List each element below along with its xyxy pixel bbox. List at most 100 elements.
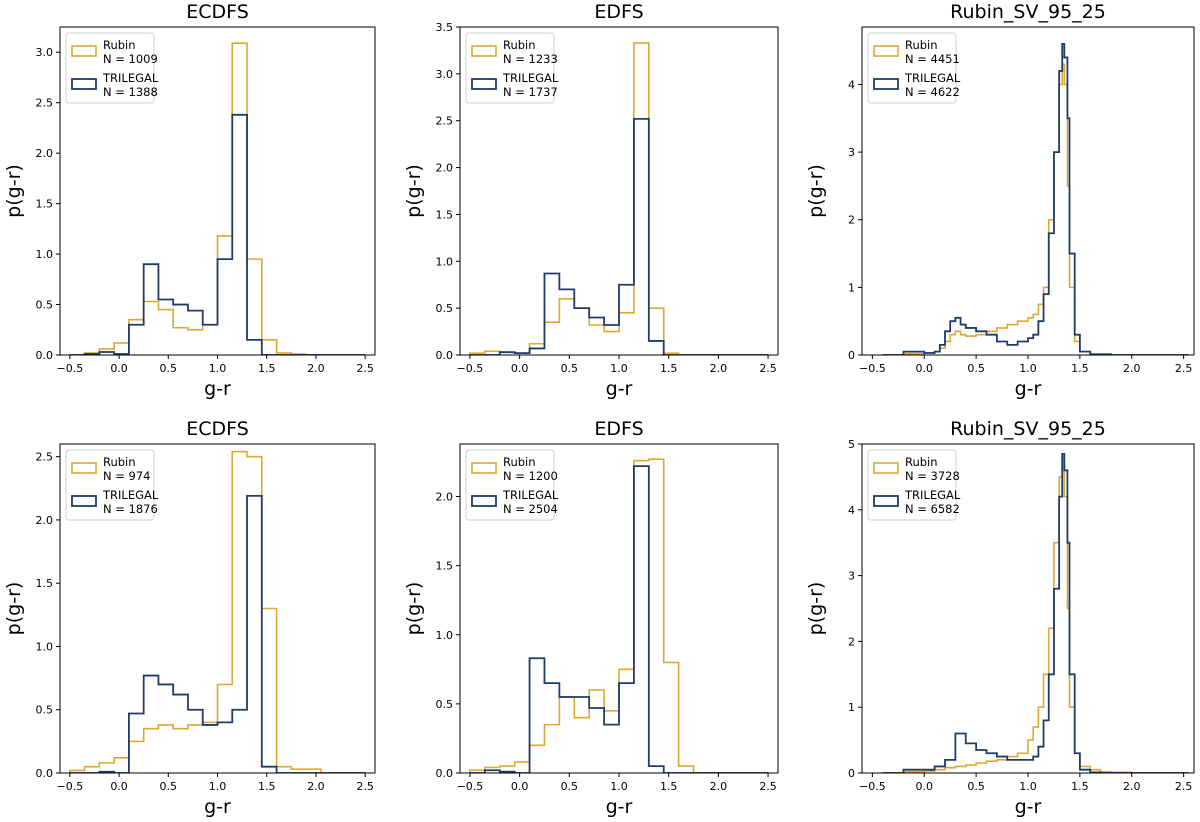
x-axis-label: g-r bbox=[204, 378, 231, 400]
x-tick-label: 2.0 bbox=[307, 780, 325, 793]
legend-entry-name: Rubin bbox=[103, 38, 136, 52]
y-tick-label: 3.0 bbox=[36, 46, 54, 59]
legend-box bbox=[65, 449, 155, 521]
y-axis-label: p(g-r) bbox=[3, 164, 25, 218]
y-tick-label: 3 bbox=[848, 570, 855, 583]
legend-entry-count: N = 4622 bbox=[905, 85, 960, 99]
y-tick-label: 2.0 bbox=[436, 491, 454, 504]
x-tick-label: 1.5 bbox=[1071, 362, 1089, 375]
x-tick-label: 0.0 bbox=[511, 780, 529, 793]
legend-entry-name: TRILEGAL bbox=[102, 71, 159, 85]
chart-panel-4: ECDFS−0.5 0.0 0.5 1.0 1.5 2.0 2.50.00.51.01.52… bbox=[3, 418, 376, 818]
y-tick-label: 2.0 bbox=[36, 147, 54, 160]
legend-entry-name: Rubin bbox=[103, 455, 136, 469]
x-tick-label: 2.0 bbox=[710, 780, 728, 793]
y-tick-label: 0.0 bbox=[436, 349, 454, 362]
y-tick-label: 3 bbox=[848, 146, 855, 159]
y-tick-label: 1.5 bbox=[436, 560, 454, 573]
legend-entry-name: TRILEGAL bbox=[904, 488, 961, 502]
legend-box bbox=[65, 32, 155, 104]
series-line-rubin bbox=[469, 458, 769, 773]
legend-swatch-trilegal bbox=[873, 495, 899, 507]
x-axis-label: g-r bbox=[1015, 378, 1042, 400]
legend-entry-name: TRILEGAL bbox=[502, 488, 559, 502]
legend-swatch-trilegal bbox=[471, 78, 497, 90]
legend-entry-count: N = 1200 bbox=[503, 469, 558, 483]
y-axis-label: p(g-r) bbox=[3, 582, 25, 636]
y-tick-label: 2.5 bbox=[36, 451, 54, 464]
x-tick-label: 0.5 bbox=[967, 780, 985, 793]
x-tick-label: 0.5 bbox=[160, 362, 178, 375]
y-tick-label: 0 bbox=[848, 349, 855, 362]
x-axis-label: g-r bbox=[1015, 796, 1042, 818]
panel-title: EDFS bbox=[594, 1, 643, 23]
x-tick-label: 0.0 bbox=[916, 362, 934, 375]
y-axis-label: p(g-r) bbox=[403, 582, 425, 636]
legend-swatch-rubin bbox=[471, 462, 497, 474]
legend-entry-count: N = 1009 bbox=[103, 52, 158, 66]
chart-panel-2: EDFS−0.5 0.0 0.5 1.0 1.5 2.0 2.50.00.51.01.52.… bbox=[403, 1, 779, 400]
y-tick-label: 0.0 bbox=[36, 349, 54, 362]
y-tick-label: 0.0 bbox=[436, 767, 454, 780]
legend-swatch-trilegal bbox=[873, 78, 899, 90]
x-tick-label: 0.0 bbox=[110, 362, 128, 375]
y-tick-label: 1 bbox=[848, 701, 855, 714]
chart-panel-3: Rubin_SV_95_25 −0.5 0.0 0.5 1.0 1.5 2.0 2.5 0 1 2 3… bbox=[805, 1, 1195, 400]
legend-entry-name: TRILEGAL bbox=[502, 71, 559, 85]
y-axis-label: p(g-r) bbox=[805, 164, 827, 218]
legend-box bbox=[867, 32, 957, 104]
legend-entry-name: Rubin bbox=[503, 455, 536, 469]
legend-entry-count: N = 2504 bbox=[503, 502, 558, 516]
y-tick-label: 0 bbox=[848, 767, 855, 780]
y-tick-label: 5 bbox=[848, 438, 855, 451]
x-tick-label: 0.5 bbox=[561, 780, 579, 793]
x-tick-label: −0.5 bbox=[457, 362, 484, 375]
series-line-trilegal bbox=[69, 494, 366, 773]
x-tick-label: 2.0 bbox=[307, 362, 325, 375]
panel-title: ECDFS bbox=[186, 1, 249, 23]
x-tick-label: 2.0 bbox=[710, 362, 728, 375]
x-tick-label: 1.0 bbox=[610, 362, 628, 375]
x-tick-label: 0.5 bbox=[561, 362, 579, 375]
legend-entry-name: Rubin bbox=[905, 455, 938, 469]
series-line-trilegal bbox=[882, 452, 1189, 773]
x-tick-label: 0.5 bbox=[160, 780, 178, 793]
legend-entry-count: N = 1233 bbox=[503, 52, 558, 66]
x-tick-label: 2.5 bbox=[1175, 362, 1193, 375]
x-tick-label: 1.5 bbox=[258, 362, 276, 375]
series-line-trilegal bbox=[469, 117, 769, 355]
x-tick-label: 1.0 bbox=[1019, 780, 1037, 793]
y-tick-label: 0.5 bbox=[436, 302, 454, 315]
chart-panel-6: Rubin_SV_95_25 −0.5 0.0 0.5 1.0 1.5 2.0 2.5 0 1 2 3… bbox=[805, 418, 1195, 818]
legend-entry-count: N = 1388 bbox=[103, 85, 158, 99]
legend-swatch-trilegal bbox=[71, 495, 97, 507]
x-tick-label: 2.5 bbox=[759, 780, 777, 793]
legend-swatch-trilegal bbox=[471, 495, 497, 507]
series-line-rubin bbox=[882, 63, 1189, 355]
y-tick-label: 1.0 bbox=[436, 629, 454, 642]
x-tick-label: −0.5 bbox=[859, 362, 886, 375]
y-tick-label: 1.0 bbox=[36, 640, 54, 653]
y-tick-label: 2.5 bbox=[36, 97, 54, 110]
x-tick-label: −0.5 bbox=[859, 780, 886, 793]
legend-entry-count: N = 6582 bbox=[905, 502, 960, 516]
legend-entry-name: Rubin bbox=[905, 38, 938, 52]
x-axis-label: g-r bbox=[606, 378, 633, 400]
legend-box bbox=[867, 449, 957, 521]
legend-entry-count: N = 1737 bbox=[503, 85, 558, 99]
legend-box bbox=[465, 32, 555, 104]
y-tick-label: 1.0 bbox=[36, 248, 54, 261]
y-tick-label: 2.0 bbox=[36, 514, 54, 527]
x-tick-label: −0.5 bbox=[56, 780, 83, 793]
y-tick-label: 4 bbox=[848, 78, 855, 91]
x-tick-label: 1.0 bbox=[209, 780, 227, 793]
y-tick-label: 0.5 bbox=[436, 698, 454, 711]
y-tick-label: 3.0 bbox=[436, 68, 454, 81]
x-tick-label: 0.0 bbox=[110, 780, 128, 793]
y-tick-label: 0.0 bbox=[36, 767, 54, 780]
x-axis-label: g-r bbox=[204, 796, 231, 818]
legend-entry-count: N = 1876 bbox=[103, 502, 158, 516]
chart-panel-1: ECDFS−0.5 0.0 0.5 1.0 1.5 2.0 2.50.00.51.01.52… bbox=[3, 1, 376, 400]
y-axis-label: p(g-r) bbox=[805, 582, 827, 636]
x-tick-label: −0.5 bbox=[457, 780, 484, 793]
